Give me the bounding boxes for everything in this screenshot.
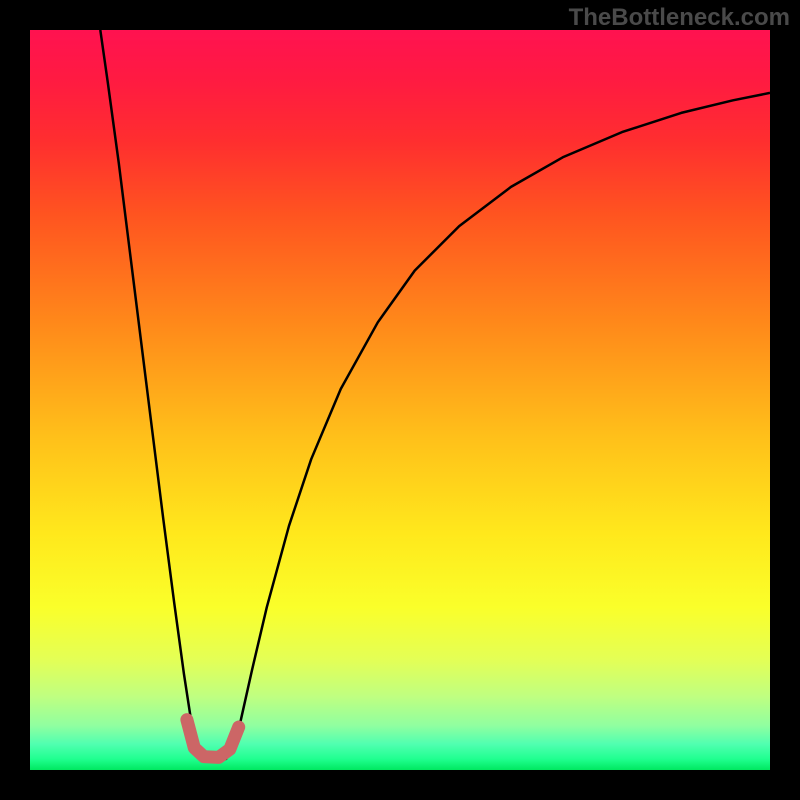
chart-frame: TheBottleneck.com <box>0 0 800 800</box>
watermark-text: TheBottleneck.com <box>569 4 790 32</box>
plot-svg <box>30 30 770 770</box>
gradient-background <box>30 30 770 770</box>
plot-area <box>30 30 770 770</box>
